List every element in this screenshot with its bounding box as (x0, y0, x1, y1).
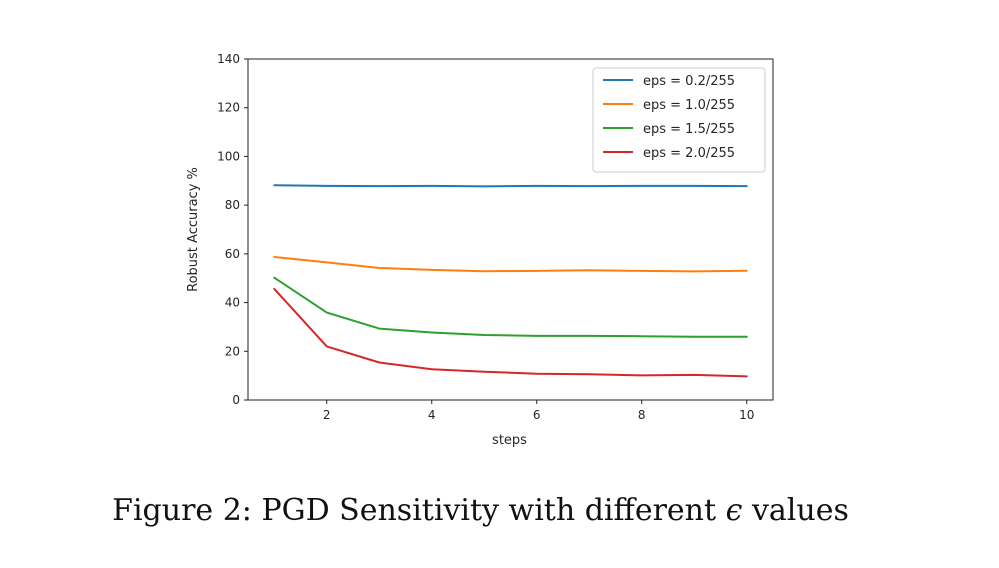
chart: 0 20 40 60 80 100 120 140 2 4 6 8 10 steps Robust Accu… (186, 52, 774, 448)
x-axis-title: steps (492, 433, 527, 448)
x-tick-label: 4 (428, 408, 436, 422)
legend-label-1: eps = 0.2/255 (643, 74, 735, 89)
caption-epsilon-symbol: ϵ (725, 493, 743, 528)
x-tick-label: 2 (323, 408, 331, 422)
y-tick-label: 140 (217, 52, 240, 66)
legend-label-4: eps = 2.0/255 (643, 146, 735, 161)
y-tick-label: 120 (217, 101, 240, 115)
y-tick-label: 20 (225, 344, 240, 358)
y-tick-label: 40 (225, 296, 240, 310)
y-tick-label: 80 (225, 198, 240, 212)
x-tick-label: 6 (533, 408, 541, 422)
legend-box (592, 67, 766, 173)
series-line-1 (273, 184, 748, 188)
caption-prefix: Figure 2: PGD Sensitivity with different (112, 493, 726, 528)
x-tick-label: 10 (739, 408, 754, 422)
series-line-4 (273, 287, 748, 378)
caption-suffix: values (742, 493, 849, 528)
plot-frame (247, 58, 774, 401)
x-tick-label: 8 (638, 408, 646, 422)
y-axis-title: Robust Accuracy % (186, 167, 201, 292)
y-tick-label: 0 (232, 393, 240, 407)
y-tick-label: 100 (217, 149, 240, 163)
figure-caption: Figure 2: PGD Sensitivity with different… (0, 493, 961, 528)
legend-label-2: eps = 1.0/255 (643, 98, 735, 113)
legend-label-3: eps = 1.5/255 (643, 122, 735, 137)
y-tick-label: 60 (225, 247, 240, 261)
series-line-3 (273, 276, 748, 338)
series-line-2 (273, 256, 748, 273)
